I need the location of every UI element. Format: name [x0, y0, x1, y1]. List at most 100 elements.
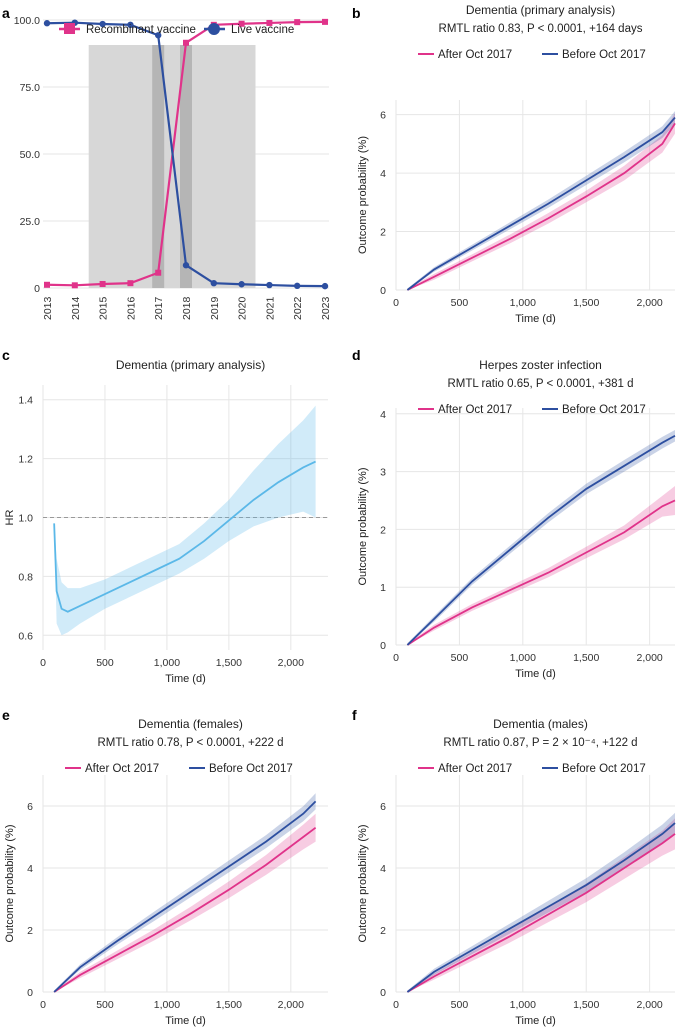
x-tick-label: 1,000: [510, 297, 536, 309]
legend: After Oct 2017 Before Oct 2017: [418, 763, 646, 775]
data-point: [321, 282, 329, 290]
x-tick-label: 1,500: [573, 999, 599, 1011]
data-point: [127, 280, 134, 287]
chart-title: Herpes zoster infection: [479, 358, 602, 372]
y-tick-label: 4: [380, 168, 386, 180]
chart-subtitle: RMTL ratio 0.83, P < 0.0001, +164 days: [439, 23, 643, 35]
chart-title: Dementia (primary analysis): [116, 358, 265, 372]
x-tick-label: 2021: [264, 296, 276, 320]
legend-label: After Oct 2017: [85, 763, 159, 775]
chart-subtitle: RMTL ratio 0.87, P = 2 × 10⁻⁴, +122 d: [443, 737, 637, 749]
y-tick-label: 50.0: [20, 149, 41, 161]
x-tick-label: 2013: [42, 296, 54, 320]
confidence-band: [407, 429, 675, 645]
hr-line: [53, 460, 316, 613]
series-line-after: [407, 122, 676, 291]
x-tick-label: 1,500: [216, 657, 242, 669]
x-tick-label: 500: [451, 297, 469, 309]
y-axis-label: Outcome probability (%): [357, 468, 369, 586]
x-axis-label: Time (d): [165, 1015, 206, 1027]
legend-label: Live vaccine: [231, 24, 294, 36]
y-tick-label: 4: [27, 863, 33, 875]
y-tick-label: 2: [380, 524, 386, 536]
y-tick-label: 0: [380, 285, 386, 297]
x-tick-label: 1,000: [510, 999, 536, 1011]
x-tick-label: 2,000: [636, 999, 662, 1011]
y-axis-label: Outcome probability (%): [357, 825, 369, 943]
data-point: [155, 269, 162, 276]
panel-label: f: [352, 707, 357, 723]
data-point: [294, 282, 301, 290]
x-tick-label: 1,000: [510, 652, 536, 664]
x-tick-label: 2,000: [636, 652, 662, 664]
x-tick-label: 0: [393, 999, 399, 1011]
legend-label: After Oct 2017: [438, 49, 512, 61]
panel-f: f Dementia (males) RMTL ratio 0.87, P = 2 …: [352, 707, 676, 1027]
data-point: [266, 19, 273, 26]
legend: After Oct 2017 Before Oct 2017: [418, 404, 646, 416]
x-tick-label: 1,500: [573, 652, 599, 664]
y-tick-label: 0: [380, 987, 386, 999]
panel-c: c Dementia (primary analysis) 0.6 0.8 1.0 1.2…: [2, 347, 328, 685]
x-tick-label: 0: [393, 652, 399, 664]
x-tick-label: 0: [40, 999, 46, 1011]
y-tick-label: 25.0: [20, 216, 41, 228]
legend-marker: [208, 23, 220, 35]
confidence-band: [407, 111, 675, 290]
y-tick-label: 0.6: [18, 630, 33, 642]
series-line-before: [406, 822, 676, 993]
data-point: [183, 39, 189, 46]
data-point: [71, 282, 78, 289]
data-point: [44, 281, 50, 288]
x-axis-label: Time (d): [165, 673, 206, 685]
panel-label: a: [2, 5, 10, 21]
legend-label: Before Oct 2017: [562, 404, 646, 416]
panel-label: b: [352, 5, 361, 21]
series-line-before: [406, 116, 676, 291]
y-axis-label: Outcome probability (%): [357, 136, 369, 254]
legend-marker: [64, 23, 75, 34]
x-tick-label: 1,000: [154, 657, 180, 669]
series-line-before: [406, 434, 676, 646]
panel-a: a 0 25.0 50.0 75.0 100.0 2013 2014 2015 2016 2017 2…: [2, 5, 332, 320]
x-tick-label: 1,000: [154, 999, 180, 1011]
panel-b: b Dementia (primary analysis) RMTL ratio 0…: [352, 3, 676, 325]
x-tick-label: 2014: [70, 296, 82, 320]
data-point: [182, 262, 190, 269]
confidence-band: [407, 812, 675, 992]
x-tick-label: 2016: [125, 296, 137, 320]
y-tick-label: 0.8: [18, 571, 33, 583]
y-tick-label: 6: [380, 801, 386, 813]
data-point: [294, 19, 301, 26]
series-line-after: [406, 499, 676, 646]
x-tick-label: 2,000: [636, 297, 662, 309]
y-tick-label: 2: [27, 925, 33, 937]
x-tick-label: 2018: [181, 296, 193, 320]
y-tick-label: 0: [380, 640, 386, 652]
data-point: [155, 32, 162, 39]
chart-subtitle: RMTL ratio 0.65, P < 0.0001, +381 d: [447, 378, 633, 390]
y-tick-label: 1.2: [18, 454, 33, 466]
legend-label: After Oct 2017: [438, 763, 512, 775]
panel-label: d: [352, 347, 361, 363]
legend: After Oct 2017 Before Oct 2017: [418, 49, 646, 61]
y-tick-label: 0: [34, 283, 40, 295]
x-tick-label: 2015: [98, 296, 110, 320]
y-tick-label: 4: [380, 409, 386, 421]
x-tick-label: 0: [40, 657, 46, 669]
chart-subtitle: RMTL ratio 0.78, P < 0.0001, +222 d: [97, 737, 283, 749]
legend-label: Before Oct 2017: [562, 763, 646, 775]
confidence-band: [407, 818, 675, 992]
y-tick-label: 6: [27, 801, 33, 813]
x-tick-label: 500: [451, 999, 469, 1011]
y-axis-label: HR: [4, 510, 16, 526]
y-tick-label: 1.4: [18, 395, 33, 407]
data-point: [99, 20, 106, 28]
y-tick-label: 2: [380, 227, 386, 239]
x-tick-label: 2019: [209, 296, 221, 320]
data-point: [43, 20, 51, 27]
panel-label: e: [2, 707, 10, 723]
x-tick-label: 2023: [320, 296, 332, 320]
data-point: [238, 20, 245, 27]
data-point: [266, 281, 273, 289]
